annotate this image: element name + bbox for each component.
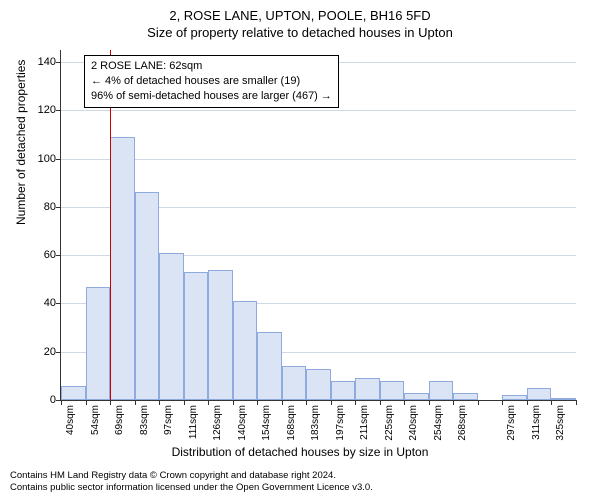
xtick-mark [429,400,430,405]
xtick-label: 268sqm [457,405,468,441]
histogram-bar [527,388,552,400]
xtick-label: 297sqm [506,405,517,441]
xtick-label: 225sqm [384,405,395,441]
xtick-mark [159,400,160,405]
xtick-label: 54sqm [90,405,101,435]
xtick-label: 197sqm [335,405,346,441]
xtick-label: 126sqm [212,405,223,441]
footer-line1: Contains HM Land Registry data © Crown c… [10,470,590,482]
annotation-line: 2 ROSE LANE: 62sqm [91,59,332,74]
histogram-bar [184,272,209,400]
xtick-mark [527,400,528,405]
xtick-label: 325sqm [555,405,566,441]
xtick-label: 240sqm [408,405,419,441]
xtick-mark [110,400,111,405]
footer: Contains HM Land Registry data © Crown c… [10,470,590,494]
xtick-mark [282,400,283,405]
xtick-mark [86,400,87,405]
xtick-mark [355,400,356,405]
histogram-bar [502,395,527,400]
ytick-mark [56,255,61,256]
histogram-bar [404,393,429,400]
annotation-line: ← 4% of detached houses are smaller (19) [91,74,332,89]
ytick-label: 60 [26,249,56,261]
xtick-mark [331,400,332,405]
annotation-box: 2 ROSE LANE: 62sqm← 4% of detached house… [84,55,339,108]
histogram-bar [355,378,380,400]
xtick-mark [551,400,552,405]
x-axis-label: Distribution of detached houses by size … [0,445,600,459]
xtick-mark [306,400,307,405]
gridline [61,159,576,160]
histogram-bar [159,253,184,400]
xtick-label: 140sqm [237,405,248,441]
ytick-mark [56,62,61,63]
ytick-mark [56,110,61,111]
xtick-mark [502,400,503,405]
xtick-label: 154sqm [261,405,272,441]
xtick-label: 69sqm [114,405,125,435]
xtick-mark [184,400,185,405]
xtick-mark [380,400,381,405]
xtick-label: 254sqm [433,405,444,441]
xtick-mark [135,400,136,405]
gridline [61,110,576,111]
xtick-mark [208,400,209,405]
ytick-label: 100 [26,153,56,165]
histogram-bar [282,366,307,400]
ytick-label: 120 [26,104,56,116]
ytick-label: 140 [26,56,56,68]
title-main: 2, ROSE LANE, UPTON, POOLE, BH16 5FD [0,0,600,23]
histogram-bar [551,398,576,400]
ytick-mark [56,303,61,304]
histogram-bar [380,381,405,400]
xtick-mark [61,400,62,405]
ytick-label: 20 [26,346,56,358]
ytick-mark [56,159,61,160]
histogram-bar [208,270,233,400]
ytick-label: 40 [26,297,56,309]
xtick-label: 40sqm [65,405,76,435]
xtick-mark [257,400,258,405]
histogram-bar [453,393,478,400]
xtick-label: 183sqm [310,405,321,441]
xtick-mark [478,400,479,405]
xtick-label: 83sqm [139,405,150,435]
histogram-bar [257,332,282,400]
histogram-bar [233,301,258,400]
xtick-mark [453,400,454,405]
xtick-mark [576,400,577,405]
xtick-label: 168sqm [286,405,297,441]
histogram-bar [110,137,135,400]
annotation-line: 96% of semi-detached houses are larger (… [91,89,332,104]
xtick-label: 211sqm [359,405,370,440]
xtick-label: 97sqm [163,405,174,435]
ytick-mark [56,207,61,208]
histogram-bar [306,369,331,400]
histogram-bar [86,287,111,400]
footer-line2: Contains public sector information licen… [10,482,590,494]
xtick-label: 111sqm [188,405,199,439]
ytick-label: 80 [26,201,56,213]
xtick-label: 311sqm [531,405,542,440]
chart-container: 2, ROSE LANE, UPTON, POOLE, BH16 5FD Siz… [0,0,600,500]
histogram-bar [61,386,86,400]
title-sub: Size of property relative to detached ho… [0,23,600,40]
histogram-bar [429,381,454,400]
histogram-bar [331,381,356,400]
ytick-mark [56,352,61,353]
ytick-label: 0 [26,394,56,406]
xtick-mark [404,400,405,405]
histogram-bar [135,192,160,400]
xtick-mark [233,400,234,405]
